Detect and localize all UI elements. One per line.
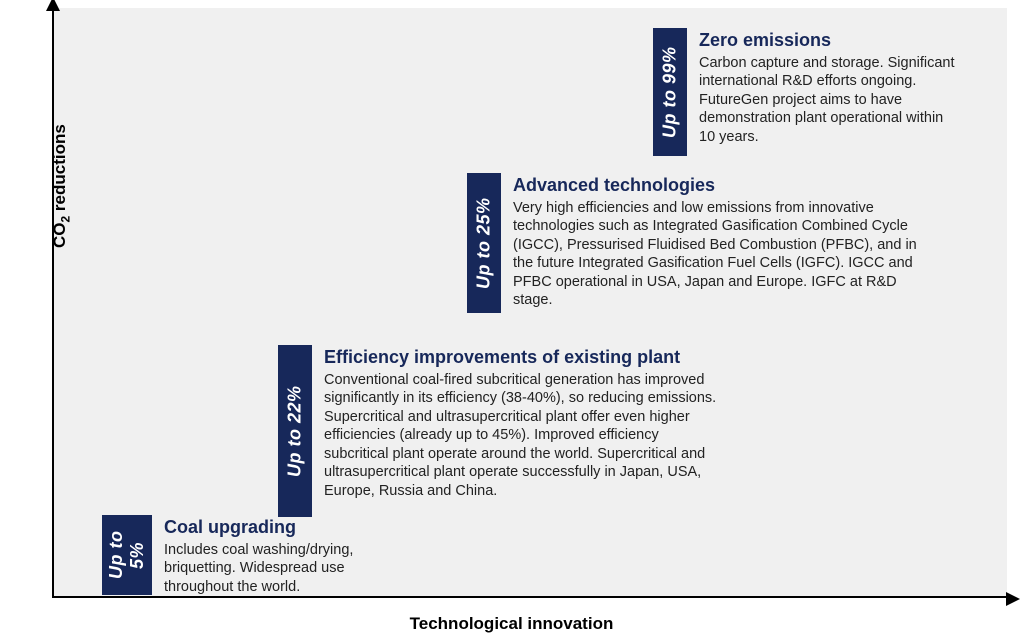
step-body-efficiency-improvements: Efficiency improvements of existing plan…	[312, 345, 732, 517]
step-tab-advanced-technologies: Up to 25%	[467, 173, 501, 313]
step-coal-upgrading: Up to 5% Coal upgrading Includes coal wash…	[102, 515, 382, 600]
step-title-efficiency-improvements: Efficiency improvements of existing plan…	[324, 347, 722, 368]
step-body-coal-upgrading: Coal upgrading Includes coal washing/dryi…	[152, 515, 382, 600]
step-body-zero-emissions: Zero emissions Carbon capture and storage…	[687, 28, 967, 156]
x-axis-arrow-icon	[1006, 592, 1020, 606]
step-desc-coal-upgrading: Includes coal washing/drying, briquettin…	[164, 541, 372, 597]
step-advanced-technologies: Up to 25% Advanced technologies Very high …	[467, 173, 931, 314]
step-title-zero-emissions: Zero emissions	[699, 30, 957, 51]
step-tab-coal-upgrading: Up to 5%	[102, 515, 152, 595]
y-axis-arrow-icon	[46, 0, 60, 11]
step-zero-emissions: Up to 99% Zero emissions Carbon capture an…	[653, 28, 967, 156]
step-tab-zero-emissions: Up to 99%	[653, 28, 687, 156]
step-desc-efficiency-improvements: Conventional coal-fired subcritical gene…	[324, 371, 722, 501]
y-axis-label: CO2 reductions	[50, 124, 72, 248]
step-title-coal-upgrading: Coal upgrading	[164, 517, 372, 538]
step-tab-efficiency-improvements: Up to 22%	[278, 345, 312, 517]
plot-area: CO2 reductions Up to 5% Coal upgrading Inc…	[52, 8, 1007, 598]
step-desc-zero-emissions: Carbon capture and storage. Significant …	[699, 54, 957, 147]
x-axis-label: Technological innovation	[0, 614, 1023, 634]
step-body-advanced-technologies: Advanced technologies Very high efficienc…	[501, 173, 931, 314]
step-title-advanced-technologies: Advanced technologies	[513, 175, 921, 196]
step-desc-advanced-technologies: Very high efficiencies and low emissions…	[513, 199, 921, 310]
step-efficiency-improvements: Up to 22% Efficiency improvements of exis…	[278, 345, 732, 517]
